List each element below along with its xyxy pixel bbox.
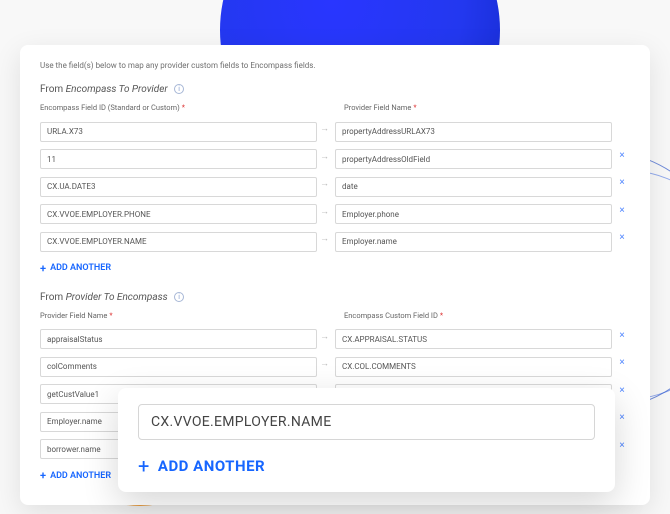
mapping-row: →× bbox=[40, 147, 612, 170]
encompass-field-input[interactable] bbox=[40, 204, 317, 224]
arrow-icon: → bbox=[320, 206, 329, 217]
description-text: Use the field(s) below to map any provid… bbox=[40, 61, 630, 70]
info-icon[interactable]: i bbox=[174, 292, 184, 302]
remove-row-button[interactable]: × bbox=[616, 150, 628, 162]
encompass-field-input[interactable] bbox=[40, 122, 317, 142]
add-another-button[interactable]: +ADD ANOTHER bbox=[40, 464, 111, 489]
section-encompass-to-provider: From Encompass To Provider i Encompass F… bbox=[40, 84, 630, 282]
mapping-row: →× bbox=[40, 354, 612, 377]
arrow-icon: → bbox=[320, 123, 329, 134]
popout-card: +ADD ANOTHER bbox=[118, 388, 615, 492]
provider-field-input[interactable] bbox=[335, 177, 612, 197]
mapping-row: →× bbox=[40, 174, 612, 197]
mapping-row: →× bbox=[40, 202, 612, 225]
remove-row-button[interactable]: × bbox=[616, 177, 628, 189]
provider-field-input[interactable] bbox=[335, 122, 612, 142]
plus-icon: + bbox=[40, 263, 46, 274]
remove-row-button[interactable]: × bbox=[616, 330, 628, 342]
arrow-icon: → bbox=[320, 358, 329, 369]
remove-row-button[interactable]: × bbox=[616, 385, 628, 397]
plus-icon: + bbox=[138, 454, 150, 478]
arrow-icon: → bbox=[320, 233, 329, 244]
remove-row-button[interactable]: × bbox=[616, 357, 628, 369]
encompass-field-input[interactable] bbox=[40, 232, 317, 252]
left-column-label: Provider Field Name* bbox=[40, 311, 326, 320]
encompass-field-input[interactable] bbox=[40, 149, 317, 169]
right-column-label: Encompass Custom Field ID* bbox=[344, 311, 630, 320]
remove-row-button[interactable]: × bbox=[616, 440, 628, 452]
provider-field-input[interactable] bbox=[335, 232, 612, 252]
provider-field-input[interactable] bbox=[335, 357, 612, 377]
arrow-icon: → bbox=[320, 151, 329, 162]
info-icon[interactable]: i bbox=[174, 84, 184, 94]
mapping-row: →× bbox=[40, 229, 612, 252]
mapping-row: → bbox=[40, 119, 612, 142]
remove-row-button[interactable]: × bbox=[616, 232, 628, 244]
remove-row-button[interactable]: × bbox=[616, 412, 628, 424]
arrow-icon: → bbox=[320, 331, 329, 342]
arrow-icon: → bbox=[320, 178, 329, 189]
plus-icon: + bbox=[40, 470, 46, 481]
remove-row-button[interactable]: × bbox=[616, 205, 628, 217]
add-another-button[interactable]: +ADD ANOTHER bbox=[40, 257, 111, 282]
column-headers: Encompass Field ID (Standard or Custom)*… bbox=[40, 103, 630, 115]
left-column-label: Encompass Field ID (Standard or Custom)* bbox=[40, 103, 326, 112]
popout-add-another-button[interactable]: +ADD ANOTHER bbox=[138, 454, 265, 478]
section-title: From Encompass To Provider i bbox=[40, 84, 630, 95]
encompass-field-input[interactable] bbox=[40, 357, 317, 377]
encompass-field-input[interactable] bbox=[40, 177, 317, 197]
provider-field-input[interactable] bbox=[335, 329, 612, 349]
mapping-row: →× bbox=[40, 327, 612, 350]
popout-field-input[interactable] bbox=[138, 404, 595, 440]
right-column-label: Provider Field Name* bbox=[344, 103, 630, 112]
column-headers: Provider Field Name* Encompass Custom Fi… bbox=[40, 311, 630, 323]
section-title: From Provider To Encompass i bbox=[40, 292, 630, 303]
encompass-field-input[interactable] bbox=[40, 329, 317, 349]
provider-field-input[interactable] bbox=[335, 149, 612, 169]
provider-field-input[interactable] bbox=[335, 204, 612, 224]
